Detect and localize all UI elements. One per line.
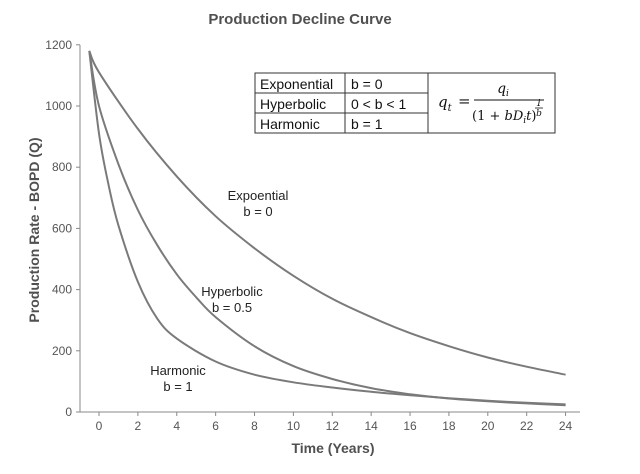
- x-tick-label: 22: [520, 419, 534, 433]
- svg-text:qi: qi: [497, 81, 509, 99]
- hyperbolic-label-name: Hyperbolic: [201, 284, 263, 299]
- y-tick-label: 1200: [45, 38, 72, 52]
- x-tick-label: 18: [442, 419, 456, 433]
- legend-row-1-b: b = 0: [351, 76, 383, 92]
- eq-num: q: [497, 81, 506, 97]
- legend-table: Exponential b = 0 Hyperbolic 0 < b < 1 H…: [254, 72, 556, 134]
- x-tick-label: 14: [364, 419, 378, 433]
- x-tick-label: 20: [481, 419, 495, 433]
- y-ticks: 0 200 400 600 800 1000 1200: [45, 38, 80, 419]
- eq-exp-num: 1: [536, 99, 542, 109]
- y-tick-label: 1000: [45, 99, 72, 113]
- x-tick-label: 10: [287, 419, 301, 433]
- x-tick-label: 4: [173, 419, 180, 433]
- svg-text:(1 + bDit): (1 + bDit): [472, 109, 536, 126]
- decline-equation: qt = qi (1 + bDit) 1 b: [438, 81, 544, 126]
- svg-text:qt: qt: [438, 93, 453, 114]
- exponential-label-name: Expoential: [228, 188, 289, 203]
- exponential-label-b: b = 0: [243, 204, 272, 219]
- eq-equals: =: [458, 92, 471, 110]
- y-tick-label: 400: [52, 283, 72, 297]
- x-axis-label: Time (Years): [291, 440, 374, 456]
- legend-row-1-name: Exponential: [260, 76, 333, 92]
- y-tick-label: 200: [52, 344, 72, 358]
- eq-lhs-sub: t: [448, 103, 453, 114]
- eq-den-close: ): [531, 109, 536, 124]
- y-tick-label: 600: [52, 221, 72, 235]
- x-tick-label: 12: [326, 419, 340, 433]
- eq-den-open: (1 +: [472, 109, 505, 124]
- eq-den-D-sub: i: [523, 116, 526, 126]
- harmonic-curve: [88, 50, 566, 406]
- x-tick-label: 24: [559, 419, 573, 433]
- eq-den-b: b: [505, 109, 513, 124]
- y-tick-label: 0: [65, 405, 72, 419]
- x-tick-label: 8: [251, 419, 258, 433]
- y-axis-label: Production Rate - BOPD (Q): [26, 137, 42, 322]
- legend-row-3-name: Harmonic: [260, 116, 320, 132]
- harmonic-label-b: b = 1: [163, 379, 192, 394]
- eq-num-sub: i: [506, 89, 509, 99]
- x-tick-label: 2: [135, 419, 142, 433]
- eq-exp-den: b: [536, 109, 542, 119]
- harmonic-label-name: Harmonic: [150, 363, 206, 378]
- x-tick-label: 6: [212, 419, 219, 433]
- legend-row-2-name: Hyperbolic: [260, 96, 326, 112]
- y-tick-label: 800: [52, 160, 72, 174]
- legend-table-border: [254, 72, 556, 134]
- exponential-curve: [88, 50, 566, 376]
- legend-row-2-b: 0 < b < 1: [351, 96, 406, 112]
- eq-lhs: q: [438, 93, 448, 111]
- legend-row-3-b: b = 1: [351, 116, 383, 132]
- eq-den-D: D: [512, 109, 524, 124]
- hyperbolic-label-b: b = 0.5: [212, 300, 252, 315]
- chart-title: Production Decline Curve: [208, 11, 391, 28]
- x-tick-label: 16: [403, 419, 417, 433]
- eq-den-t: t: [526, 109, 532, 124]
- series-group: [88, 50, 566, 407]
- x-ticks: 0 2 4 6 8 10 12 14 16 18 20 22 24: [96, 412, 573, 433]
- x-tick-label: 0: [96, 419, 103, 433]
